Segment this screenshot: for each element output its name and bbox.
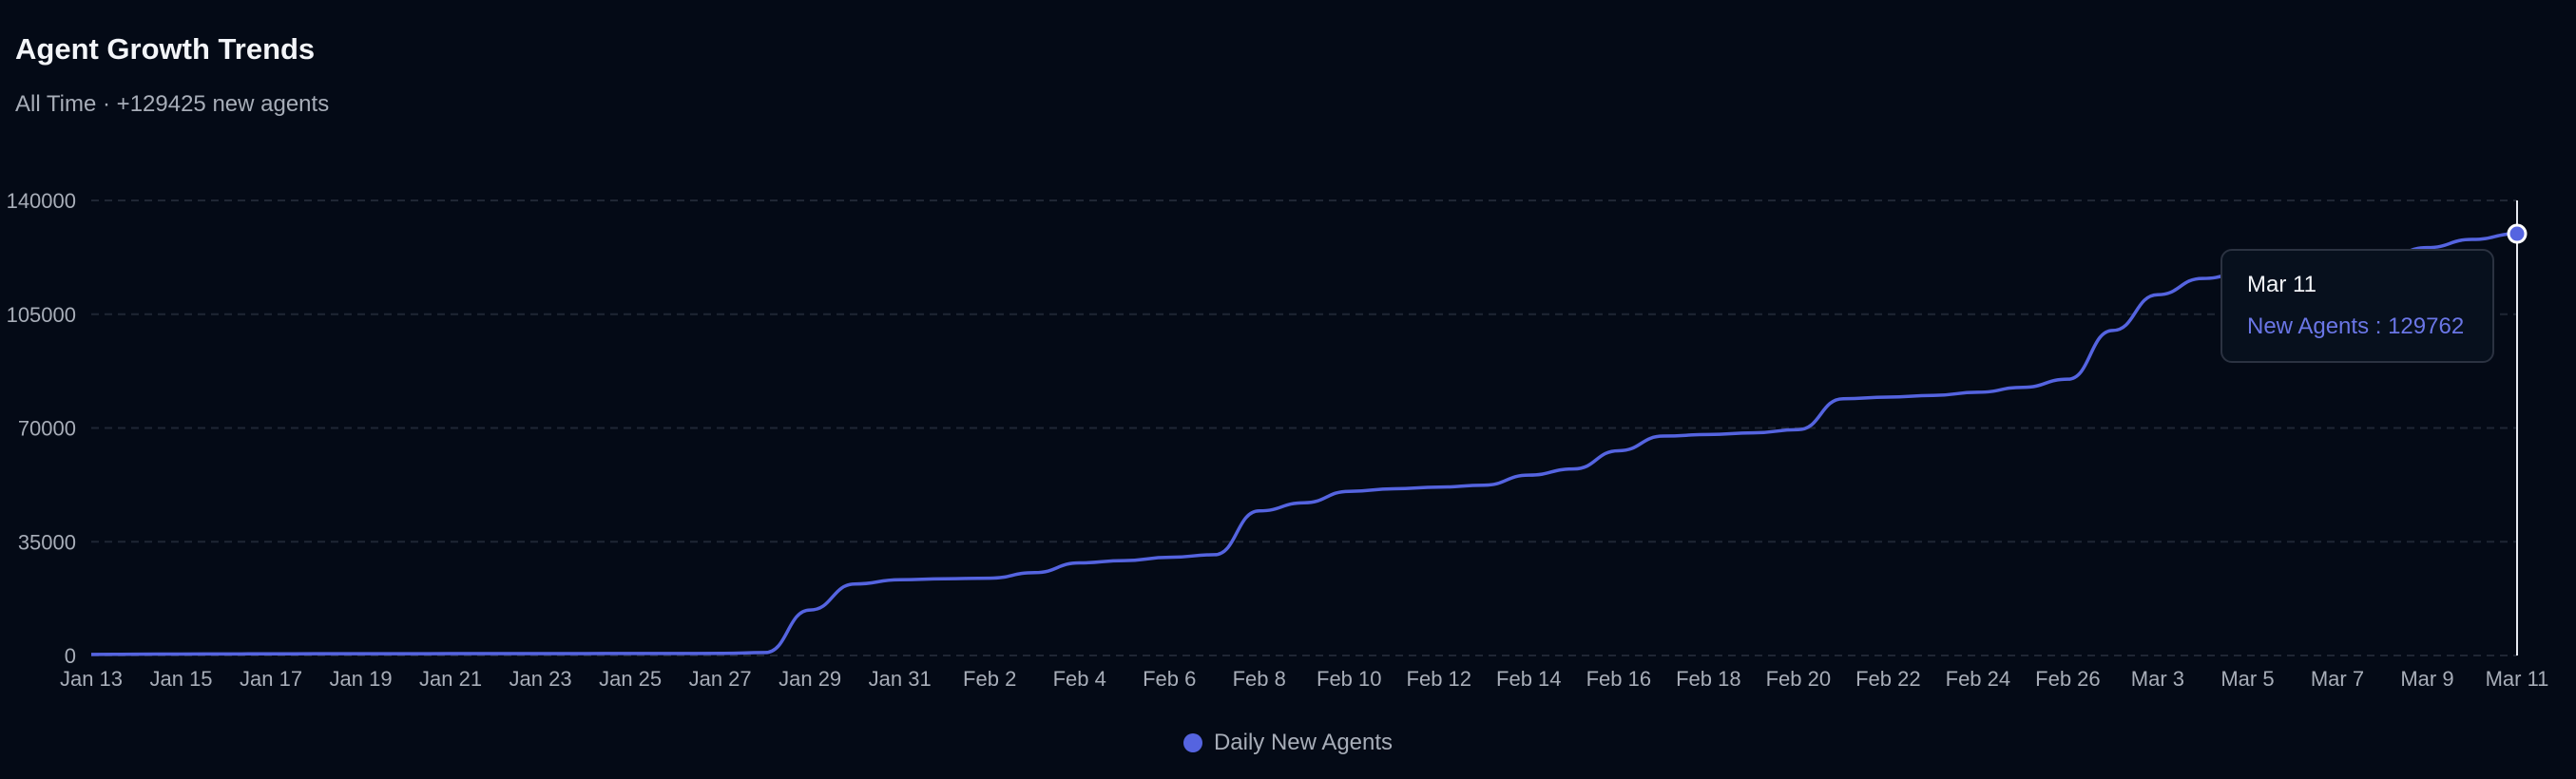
x-tick-label: Feb 14 [1496,667,1562,691]
x-tick-label: Mar 7 [2311,667,2364,691]
x-tick-label: Jan 27 [689,667,752,691]
tooltip: Mar 11 New Agents : 129762 [2220,249,2494,363]
chart-subtitle: All Time · +129425 new agents [15,91,330,117]
x-tick-label: Feb 20 [1766,667,1832,691]
x-tick-label: Mar 3 [2131,667,2184,691]
x-tick-label: Feb 6 [1143,667,1196,691]
active-data-point[interactable] [2507,223,2528,244]
x-tick-label: Feb 22 [1855,667,1921,691]
x-axis-ticks: Jan 13 Jan 15 Jan 17 Jan 19 Jan 21 Jan 23 Jan … [60,667,2548,691]
x-tick-label: Jan 15 [149,667,212,691]
series-line-daily-new-agents [90,232,2518,656]
x-tick-label: Feb 12 [1407,667,1472,691]
tooltip-value: New Agents : 129762 [2247,314,2465,339]
x-tick-label: Jan 21 [419,667,482,691]
x-tick-label: Mar 5 [2220,667,2274,691]
y-tick-label: 70000 [18,417,76,441]
x-tick-label: Feb 4 [1053,667,1106,691]
x-tick-label: Jan 25 [599,667,662,691]
legend-label: Daily New Agents [1213,730,1394,755]
x-tick-label: Jan 29 [779,667,841,691]
x-tick-label: Mar 11 [2486,667,2549,691]
x-tick-label: Jan 17 [240,667,302,691]
x-tick-label: Feb 26 [2035,667,2101,691]
x-tick-label: Feb 18 [1676,667,1741,691]
x-tick-label: Feb 2 [963,667,1016,691]
x-tick-label: Jan 23 [509,667,572,691]
x-tick-label: Jan 19 [330,667,393,691]
y-tick-label: 35000 [18,530,76,554]
x-tick-label: Feb 8 [1233,667,1286,691]
x-tick-label: Feb 10 [1317,667,1382,691]
x-tick-label: Jan 31 [869,667,932,691]
tooltip-date: Mar 11 [2247,272,2316,297]
x-tick-label: Mar 9 [2400,667,2453,691]
x-tick-label: Feb 24 [1946,667,2011,691]
x-tick-label: Jan 13 [60,667,123,691]
y-tick-label: 105000 [7,303,76,327]
x-tick-label: Feb 16 [1586,667,1652,691]
legend-swatch [1182,733,1202,752]
chart-title: Agent Growth Trends [15,32,316,66]
y-tick-label: 0 [65,644,76,668]
y-axis-ticks: 0 35000 70000 105000 140000 [7,189,76,668]
grid-layer [91,200,2517,656]
legend[interactable]: Daily New Agents [0,730,2576,756]
y-tick-label: 140000 [7,189,76,213]
